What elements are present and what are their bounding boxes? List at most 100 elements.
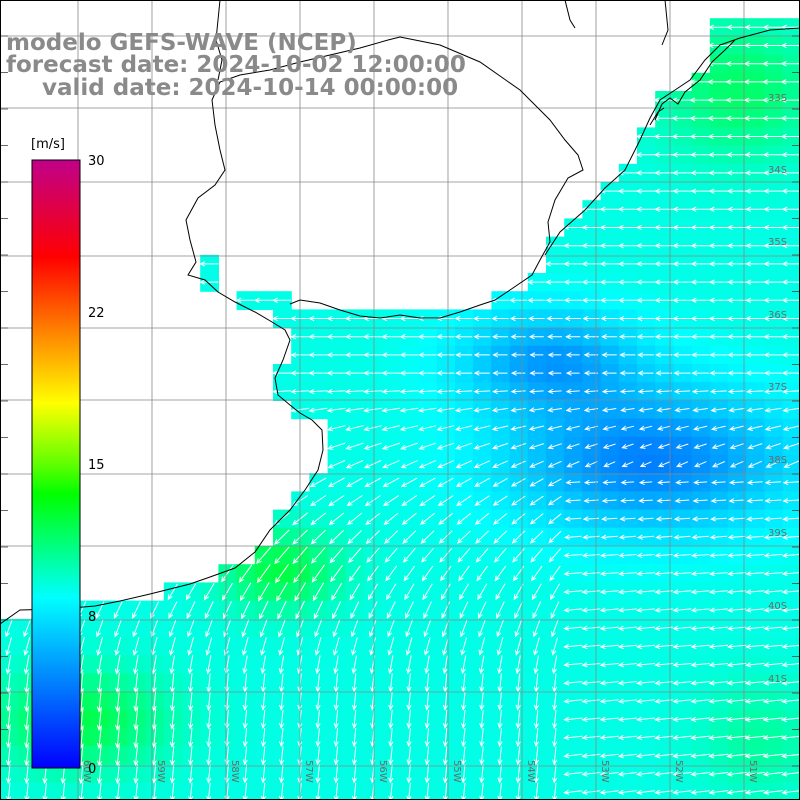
wind-arrow bbox=[310, 529, 326, 545]
wind-arrow bbox=[442, 709, 449, 729]
wind-arrow bbox=[279, 764, 285, 784]
wind-arrow bbox=[365, 530, 380, 545]
wind-arrow bbox=[636, 643, 656, 650]
wind-arrow bbox=[728, 516, 746, 522]
model-title: modelo GEFS-WAVE (NCEP) bbox=[6, 30, 357, 56]
wind-arrow bbox=[442, 637, 449, 656]
wind-arrow bbox=[690, 789, 710, 795]
wind-arrow bbox=[510, 460, 526, 468]
wind-arrow bbox=[783, 460, 800, 468]
wind-arrow bbox=[582, 534, 600, 540]
wind-arrow bbox=[308, 352, 328, 358]
wind-arrow bbox=[185, 583, 197, 601]
wind-arrow bbox=[5, 619, 13, 638]
wind-arrow bbox=[327, 477, 345, 488]
wind-arrow bbox=[552, 746, 558, 766]
wind-arrow bbox=[599, 279, 619, 285]
wind-arrow bbox=[199, 279, 219, 285]
wind-arrow bbox=[311, 564, 326, 583]
wind-arrow bbox=[474, 512, 490, 525]
wind-arrow bbox=[708, 243, 728, 249]
colorbar bbox=[31, 159, 81, 769]
wind-arrow bbox=[5, 708, 12, 731]
wind-arrow bbox=[461, 746, 467, 766]
wind-arrow bbox=[492, 370, 508, 376]
wind-arrow bbox=[496, 601, 505, 619]
wind-arrow bbox=[550, 583, 561, 601]
wind-arrow bbox=[510, 425, 527, 431]
wind-arrow bbox=[673, 370, 691, 376]
wind-arrow bbox=[344, 407, 364, 413]
wind-arrow bbox=[363, 334, 382, 340]
wind-arrow bbox=[23, 637, 31, 657]
wind-arrow bbox=[492, 477, 508, 487]
wind-arrow bbox=[710, 407, 727, 413]
wind-arrow bbox=[386, 583, 397, 601]
wind-arrow bbox=[238, 564, 253, 583]
wind-arrow bbox=[747, 460, 763, 468]
wind-arrow bbox=[242, 655, 248, 675]
wind-arrow bbox=[726, 753, 747, 759]
wind-arrow bbox=[726, 643, 747, 650]
wind-arrow bbox=[256, 564, 271, 584]
wind-arrow bbox=[274, 563, 290, 584]
colorbar-tick-8: 8 bbox=[88, 610, 96, 625]
wind-arrow bbox=[617, 753, 637, 759]
wind-arrow bbox=[344, 388, 364, 395]
wind-arrow bbox=[491, 334, 508, 340]
wind-arrow bbox=[529, 495, 544, 506]
wind-arrow bbox=[418, 425, 437, 432]
wind-arrow bbox=[511, 495, 526, 506]
wind-arrow bbox=[655, 388, 672, 395]
wind-arrow bbox=[672, 243, 692, 249]
wind-arrow bbox=[96, 763, 103, 785]
wind-arrow bbox=[708, 716, 729, 723]
wind-arrow bbox=[132, 601, 141, 619]
wind-arrow bbox=[675, 425, 689, 431]
wind-arrow bbox=[473, 334, 491, 340]
wind-arrow bbox=[529, 478, 544, 487]
wind-arrow bbox=[406, 746, 412, 766]
wind-arrow bbox=[533, 746, 540, 766]
wind-arrow bbox=[363, 442, 382, 450]
wind-arrow bbox=[764, 407, 782, 413]
wind-arrow bbox=[328, 512, 345, 526]
wind-arrow bbox=[442, 764, 449, 784]
wind-arrow bbox=[440, 565, 452, 582]
wind-arrow bbox=[671, 133, 693, 140]
wind-arrow bbox=[329, 530, 344, 545]
wind-arrow bbox=[745, 206, 765, 212]
wind-arrow bbox=[708, 297, 728, 303]
wind-arrow bbox=[727, 279, 746, 285]
wind-arrow bbox=[509, 315, 527, 322]
wind-arrow bbox=[620, 498, 635, 504]
wind-arrow bbox=[781, 571, 800, 577]
forecast-date: forecast date: 2024-10-02 12:00:00 bbox=[6, 52, 466, 78]
valid-date: valid date: 2024-10-14 00:00:00 bbox=[42, 75, 459, 101]
wind-arrow bbox=[168, 619, 177, 638]
wind-arrow bbox=[479, 691, 485, 711]
wind-arrow bbox=[763, 625, 783, 631]
wind-arrow bbox=[494, 548, 507, 563]
wind-arrow bbox=[617, 716, 637, 722]
wind-arrow bbox=[745, 261, 765, 267]
wind-arrow bbox=[6, 764, 12, 784]
wind-arrow bbox=[744, 735, 766, 741]
wind-arrow bbox=[492, 388, 508, 395]
wind-arrow bbox=[381, 388, 401, 395]
wind-arrow bbox=[763, 279, 783, 285]
wind-arrow bbox=[381, 334, 401, 340]
wind-arrow bbox=[780, 97, 800, 103]
wind-arrow bbox=[436, 407, 455, 413]
wind-arrow bbox=[351, 782, 358, 800]
wind-arrow bbox=[581, 789, 601, 795]
wind-arrow bbox=[708, 206, 728, 212]
wind-arrow bbox=[744, 188, 765, 194]
wind-arrow bbox=[399, 407, 419, 413]
wind-arrow bbox=[346, 477, 363, 488]
wind-arrow bbox=[690, 571, 710, 577]
wind-arrow bbox=[672, 552, 692, 559]
wind-arrow bbox=[708, 607, 728, 613]
wind-arrow bbox=[729, 460, 744, 468]
wind-arrow bbox=[744, 789, 765, 795]
